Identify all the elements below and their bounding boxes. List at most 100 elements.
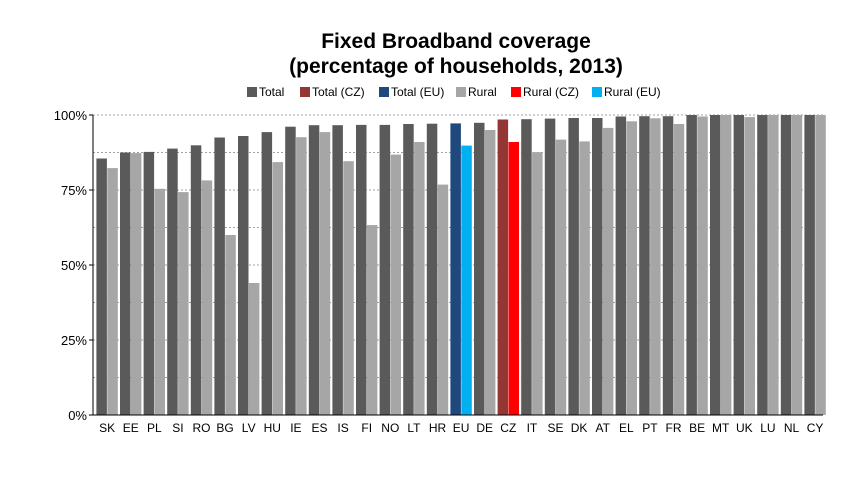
legend-swatch — [379, 87, 389, 97]
bar-total-bg — [214, 137, 225, 415]
legend-swatch — [247, 87, 257, 97]
x-axis: SK EE PL SI RO BG LV HU IE ES IS FI NO LT HR EU DE CZ IT SE… — [93, 414, 824, 435]
bar-rural-be — [697, 116, 708, 415]
chart-subtitle: (percentage of households, 2013) — [289, 55, 623, 78]
bar-total-de — [474, 122, 485, 416]
legend-label: Total — [259, 85, 284, 99]
x-tick-label: HR — [429, 421, 447, 435]
bar-total-lv — [238, 136, 249, 415]
bar-total-dk — [568, 118, 579, 415]
bar-rural-se — [555, 139, 567, 415]
bar-total-el — [615, 116, 627, 415]
bar-total-eu — [450, 123, 461, 416]
bar-rural-dk — [579, 141, 590, 415]
x-tick-label: LT — [407, 421, 421, 435]
x-tick-label: IS — [337, 421, 348, 435]
bar-rural-ie — [296, 137, 307, 415]
x-tick-label: BE — [689, 421, 705, 435]
x-tick-label: HU — [264, 421, 281, 435]
bar-total-ee — [120, 152, 131, 415]
bar-total-is — [332, 125, 343, 415]
bar-total-hr — [426, 123, 438, 415]
chart-title: Fixed Broadband coverage — [321, 30, 591, 53]
bar-rural-mt — [720, 115, 732, 415]
chart-legend: Total Total (CZ) Total (EU) Rural Rural (CZ)… — [247, 85, 661, 99]
bar-rural-lt — [414, 142, 425, 415]
bar-total-lt — [403, 124, 414, 415]
x-tick-label: IE — [290, 421, 301, 435]
bar-total-at — [592, 118, 603, 415]
legend-label: Rural — [468, 85, 497, 99]
bar-rural-de — [484, 130, 496, 415]
bar-total-pl — [143, 151, 155, 415]
bar-total-ie — [285, 126, 296, 415]
bars — [96, 115, 826, 416]
x-tick-label: FI — [361, 421, 372, 435]
bar-total-cy — [804, 115, 815, 415]
bar-rural-hu — [272, 162, 283, 415]
bar-total-lu — [757, 115, 768, 415]
x-tick-label: MT — [712, 421, 730, 435]
legend-swatch — [511, 87, 521, 97]
bar-rural-hr — [437, 184, 449, 415]
legend-label: Rural (CZ) — [523, 85, 579, 99]
x-tick-label: LV — [242, 421, 256, 435]
bar-rural-lu — [768, 115, 779, 415]
bar-rural-eu — [461, 145, 472, 415]
x-tick-label: AT — [595, 421, 610, 435]
y-tick-label: 25% — [61, 333, 87, 348]
bar-total-pt — [639, 116, 650, 415]
x-tick-label: EE — [123, 421, 139, 435]
x-tick-label: DE — [476, 421, 493, 435]
bar-total-fr — [662, 116, 674, 415]
bar-total-si — [167, 148, 178, 415]
bar-total-it — [521, 119, 532, 415]
x-tick-label: ES — [311, 421, 327, 435]
bar-rural-cz — [508, 142, 519, 415]
bar-total-no — [379, 124, 391, 416]
bar-total-se — [544, 118, 556, 415]
bar-rural-pl — [154, 188, 165, 415]
bar-rural-fi — [366, 225, 378, 415]
x-tick-label: SK — [99, 421, 115, 435]
x-tick-label: IT — [527, 421, 538, 435]
y-tick-label: 100% — [54, 108, 88, 123]
bar-rural-si — [178, 192, 189, 415]
x-tick-label: EU — [453, 421, 470, 435]
y-tick-label: 75% — [61, 183, 87, 198]
bar-rural-is — [343, 161, 354, 415]
x-tick-label: BG — [216, 421, 233, 435]
bar-rural-no — [390, 154, 401, 415]
bar-total-hu — [261, 132, 273, 415]
bar-rural-at — [602, 127, 614, 416]
bar-rural-uk — [744, 117, 755, 415]
x-tick-label: DK — [571, 421, 588, 435]
legend-swatch — [456, 87, 466, 97]
bar-total-cz — [497, 119, 509, 415]
x-tick-label: NO — [381, 421, 399, 435]
legend-label: Rural (EU) — [604, 85, 661, 99]
x-tick-label: CZ — [500, 421, 516, 435]
y-tick-label: 50% — [61, 258, 87, 273]
bar-total-es — [308, 125, 320, 415]
bar-total-sk — [96, 158, 107, 415]
x-tick-label: EL — [619, 421, 634, 435]
x-tick-label: CY — [807, 421, 824, 435]
bar-rural-ro — [201, 180, 213, 415]
bar-rural-ee — [130, 153, 142, 415]
legend-swatch — [300, 87, 310, 97]
x-tick-label: SE — [547, 421, 563, 435]
bar-rural-el — [626, 121, 637, 416]
x-tick-label: FR — [666, 421, 682, 435]
bar-total-nl — [780, 115, 792, 415]
bar-rural-bg — [225, 235, 236, 415]
legend-label: Total (EU) — [391, 85, 444, 99]
x-tick-label: LU — [760, 421, 775, 435]
x-tick-label: UK — [736, 421, 753, 435]
y-tick-label: 0% — [68, 408, 87, 423]
bar-rural-es — [319, 132, 331, 415]
bar-rural-nl — [791, 115, 803, 415]
x-tick-label: NL — [784, 421, 800, 435]
